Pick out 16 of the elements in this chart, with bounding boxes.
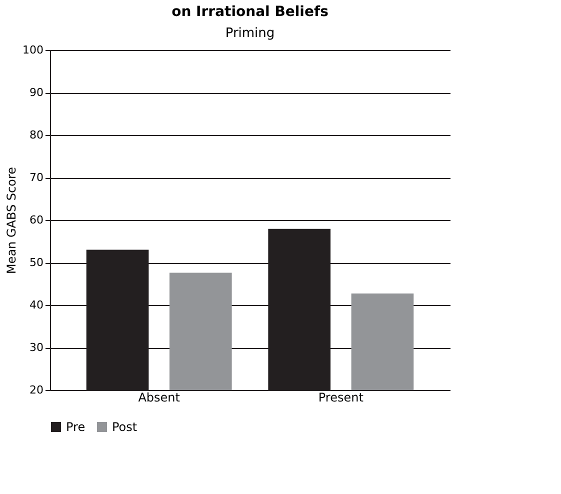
y-tick-label: 20 xyxy=(30,384,44,396)
legend-label: Post xyxy=(112,420,138,434)
y-tick-label: 60 xyxy=(30,214,44,226)
y-tick-label: 90 xyxy=(30,86,44,99)
y-tick-label: 70 xyxy=(30,171,44,184)
y-tick-label: 30 xyxy=(30,341,44,354)
y-axis-title: Mean GABS Score xyxy=(4,166,19,274)
y-tick-label: 80 xyxy=(30,128,44,142)
y-tick-label: 40 xyxy=(30,298,44,312)
chart-subtitle: Priming xyxy=(225,26,275,41)
y-tick-label: 100 xyxy=(22,44,44,56)
x-tick-label: Absent xyxy=(138,390,180,404)
y-tick-label: 50 xyxy=(30,256,44,269)
chart-title: on Irrational Beliefs xyxy=(172,4,328,20)
legend-label: Pre xyxy=(66,420,86,434)
x-tick-label: Present xyxy=(318,390,364,404)
